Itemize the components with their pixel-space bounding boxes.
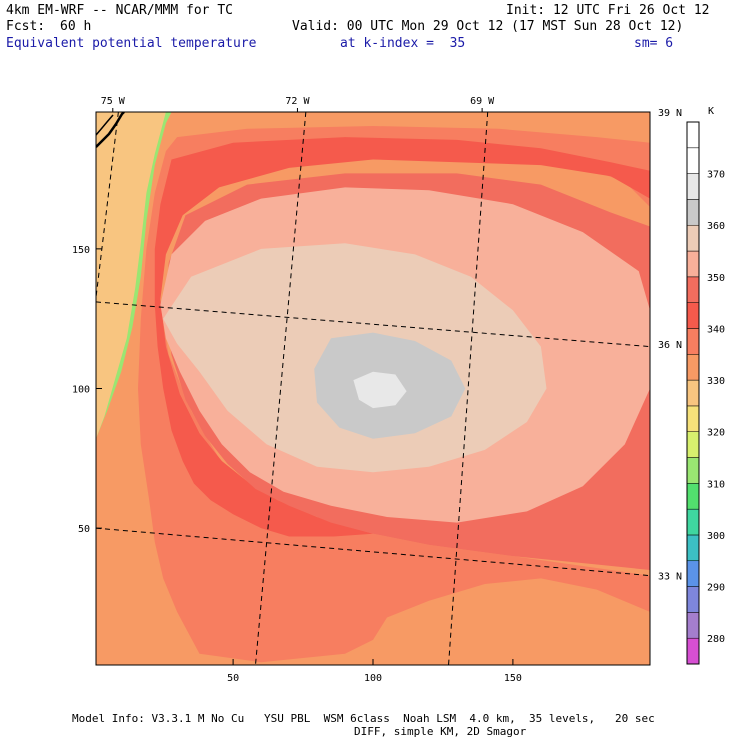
x-tick-label-50: 50 bbox=[227, 673, 239, 684]
colorbar-label-340: 340 bbox=[707, 324, 725, 335]
parallel-line-0 bbox=[96, 301, 650, 348]
colorbar-frame bbox=[686, 121, 700, 665]
valid-time: Valid: 00 UTC Mon 29 Oct 12 (17 MST Sun … bbox=[292, 19, 684, 34]
smoothing-value: sm= 6 bbox=[634, 36, 674, 51]
x-tick-label-150: 150 bbox=[504, 673, 522, 684]
meridian-line-0 bbox=[96, 112, 119, 302]
y-tick-label-150: 150 bbox=[72, 245, 90, 256]
colorbar-label-320: 320 bbox=[707, 428, 725, 439]
x-tick-label-100: 100 bbox=[364, 673, 382, 684]
colorbar-units: K bbox=[708, 106, 714, 117]
colorbar-label-290: 290 bbox=[707, 583, 725, 594]
lat-label-2: 33 N bbox=[658, 572, 682, 583]
colorbar-swatch-340 bbox=[686, 302, 700, 329]
colorbar-swatch-275 bbox=[686, 637, 700, 665]
axes: 50 100 150 50 100 150 75 W 72 W 69 W 39 N 36 N 33 N bbox=[72, 96, 682, 684]
colorbar-swatch-300 bbox=[686, 508, 700, 536]
lon-label-2: 69 W bbox=[470, 96, 495, 107]
colorbar-swatch-370 bbox=[686, 147, 700, 174]
colorbar-swatch-375 bbox=[686, 121, 700, 149]
colorbar-swatch-305 bbox=[686, 483, 700, 510]
colorbar-swatch-310 bbox=[686, 457, 700, 484]
lat-label-1: 36 N bbox=[658, 340, 682, 351]
colorbar-swatch-360 bbox=[686, 199, 700, 226]
meridian-line-2 bbox=[448, 112, 489, 665]
level-index: at k-index = 35 bbox=[340, 36, 466, 51]
lat-label-0: 39 N bbox=[658, 108, 682, 119]
model-info: Model Info: V3.3.1 M No Cu YSU PBL WSM 6… bbox=[72, 712, 655, 725]
contour-fill-340 bbox=[154, 137, 650, 537]
y-tick-label-50: 50 bbox=[78, 524, 90, 535]
colorbar-swatch-345 bbox=[686, 276, 700, 303]
meridian-line-1 bbox=[254, 112, 307, 665]
colorbar-label-300: 300 bbox=[707, 531, 725, 542]
colorbar-swatch-295 bbox=[686, 534, 700, 562]
y-tick-label-100: 100 bbox=[72, 385, 90, 396]
colorbar-swatch-315 bbox=[686, 431, 700, 458]
parallel-line-1 bbox=[96, 527, 650, 577]
colorbar-swatch-285 bbox=[686, 586, 700, 613]
lon-label-1: 72 W bbox=[285, 96, 310, 107]
colorbar-label-310: 310 bbox=[707, 479, 725, 490]
colorbar-swatch-355 bbox=[686, 224, 700, 252]
colorbar-swatch-335 bbox=[686, 328, 700, 355]
lon-label-0: 75 W bbox=[101, 96, 126, 107]
forecast-label: Fcst: bbox=[6, 19, 46, 34]
colorbar-label-360: 360 bbox=[707, 221, 725, 232]
map-gridlines bbox=[96, 112, 650, 665]
colorbar-swatch-330 bbox=[686, 354, 700, 381]
colorbar-swatch-350 bbox=[686, 250, 700, 278]
colorbar-swatch-280 bbox=[686, 612, 700, 639]
field-name: Equivalent potential temperature bbox=[6, 36, 257, 51]
colorbar-label-280: 280 bbox=[707, 634, 725, 645]
model-title: 4km EM-WRF -- NCAR/MMM for TC bbox=[6, 3, 233, 18]
contour-fill-365 bbox=[353, 371, 407, 409]
colorbar-swatch-325 bbox=[686, 379, 700, 407]
model-info-diff: DIFF, simple KM, 2D Smagor bbox=[354, 725, 527, 738]
colorbar-label-370: 370 bbox=[707, 170, 725, 181]
colorbar-swatch-365 bbox=[686, 173, 700, 200]
colorbar-label-350: 350 bbox=[707, 273, 725, 284]
colorbar-swatch-320 bbox=[686, 405, 700, 432]
contour-fill-325 bbox=[96, 112, 166, 439]
init-time: Init: 12 UTC Fri 26 Oct 12 bbox=[506, 3, 710, 18]
coastline bbox=[96, 112, 125, 148]
colorbar: 280 290 300 310 320 330 340 350 360 370 K bbox=[686, 106, 725, 665]
colorbar-swatch-290 bbox=[686, 560, 700, 587]
forecast-hour: 60 h bbox=[60, 19, 92, 34]
filled-contours bbox=[96, 112, 650, 665]
colorbar-label-330: 330 bbox=[707, 376, 725, 387]
